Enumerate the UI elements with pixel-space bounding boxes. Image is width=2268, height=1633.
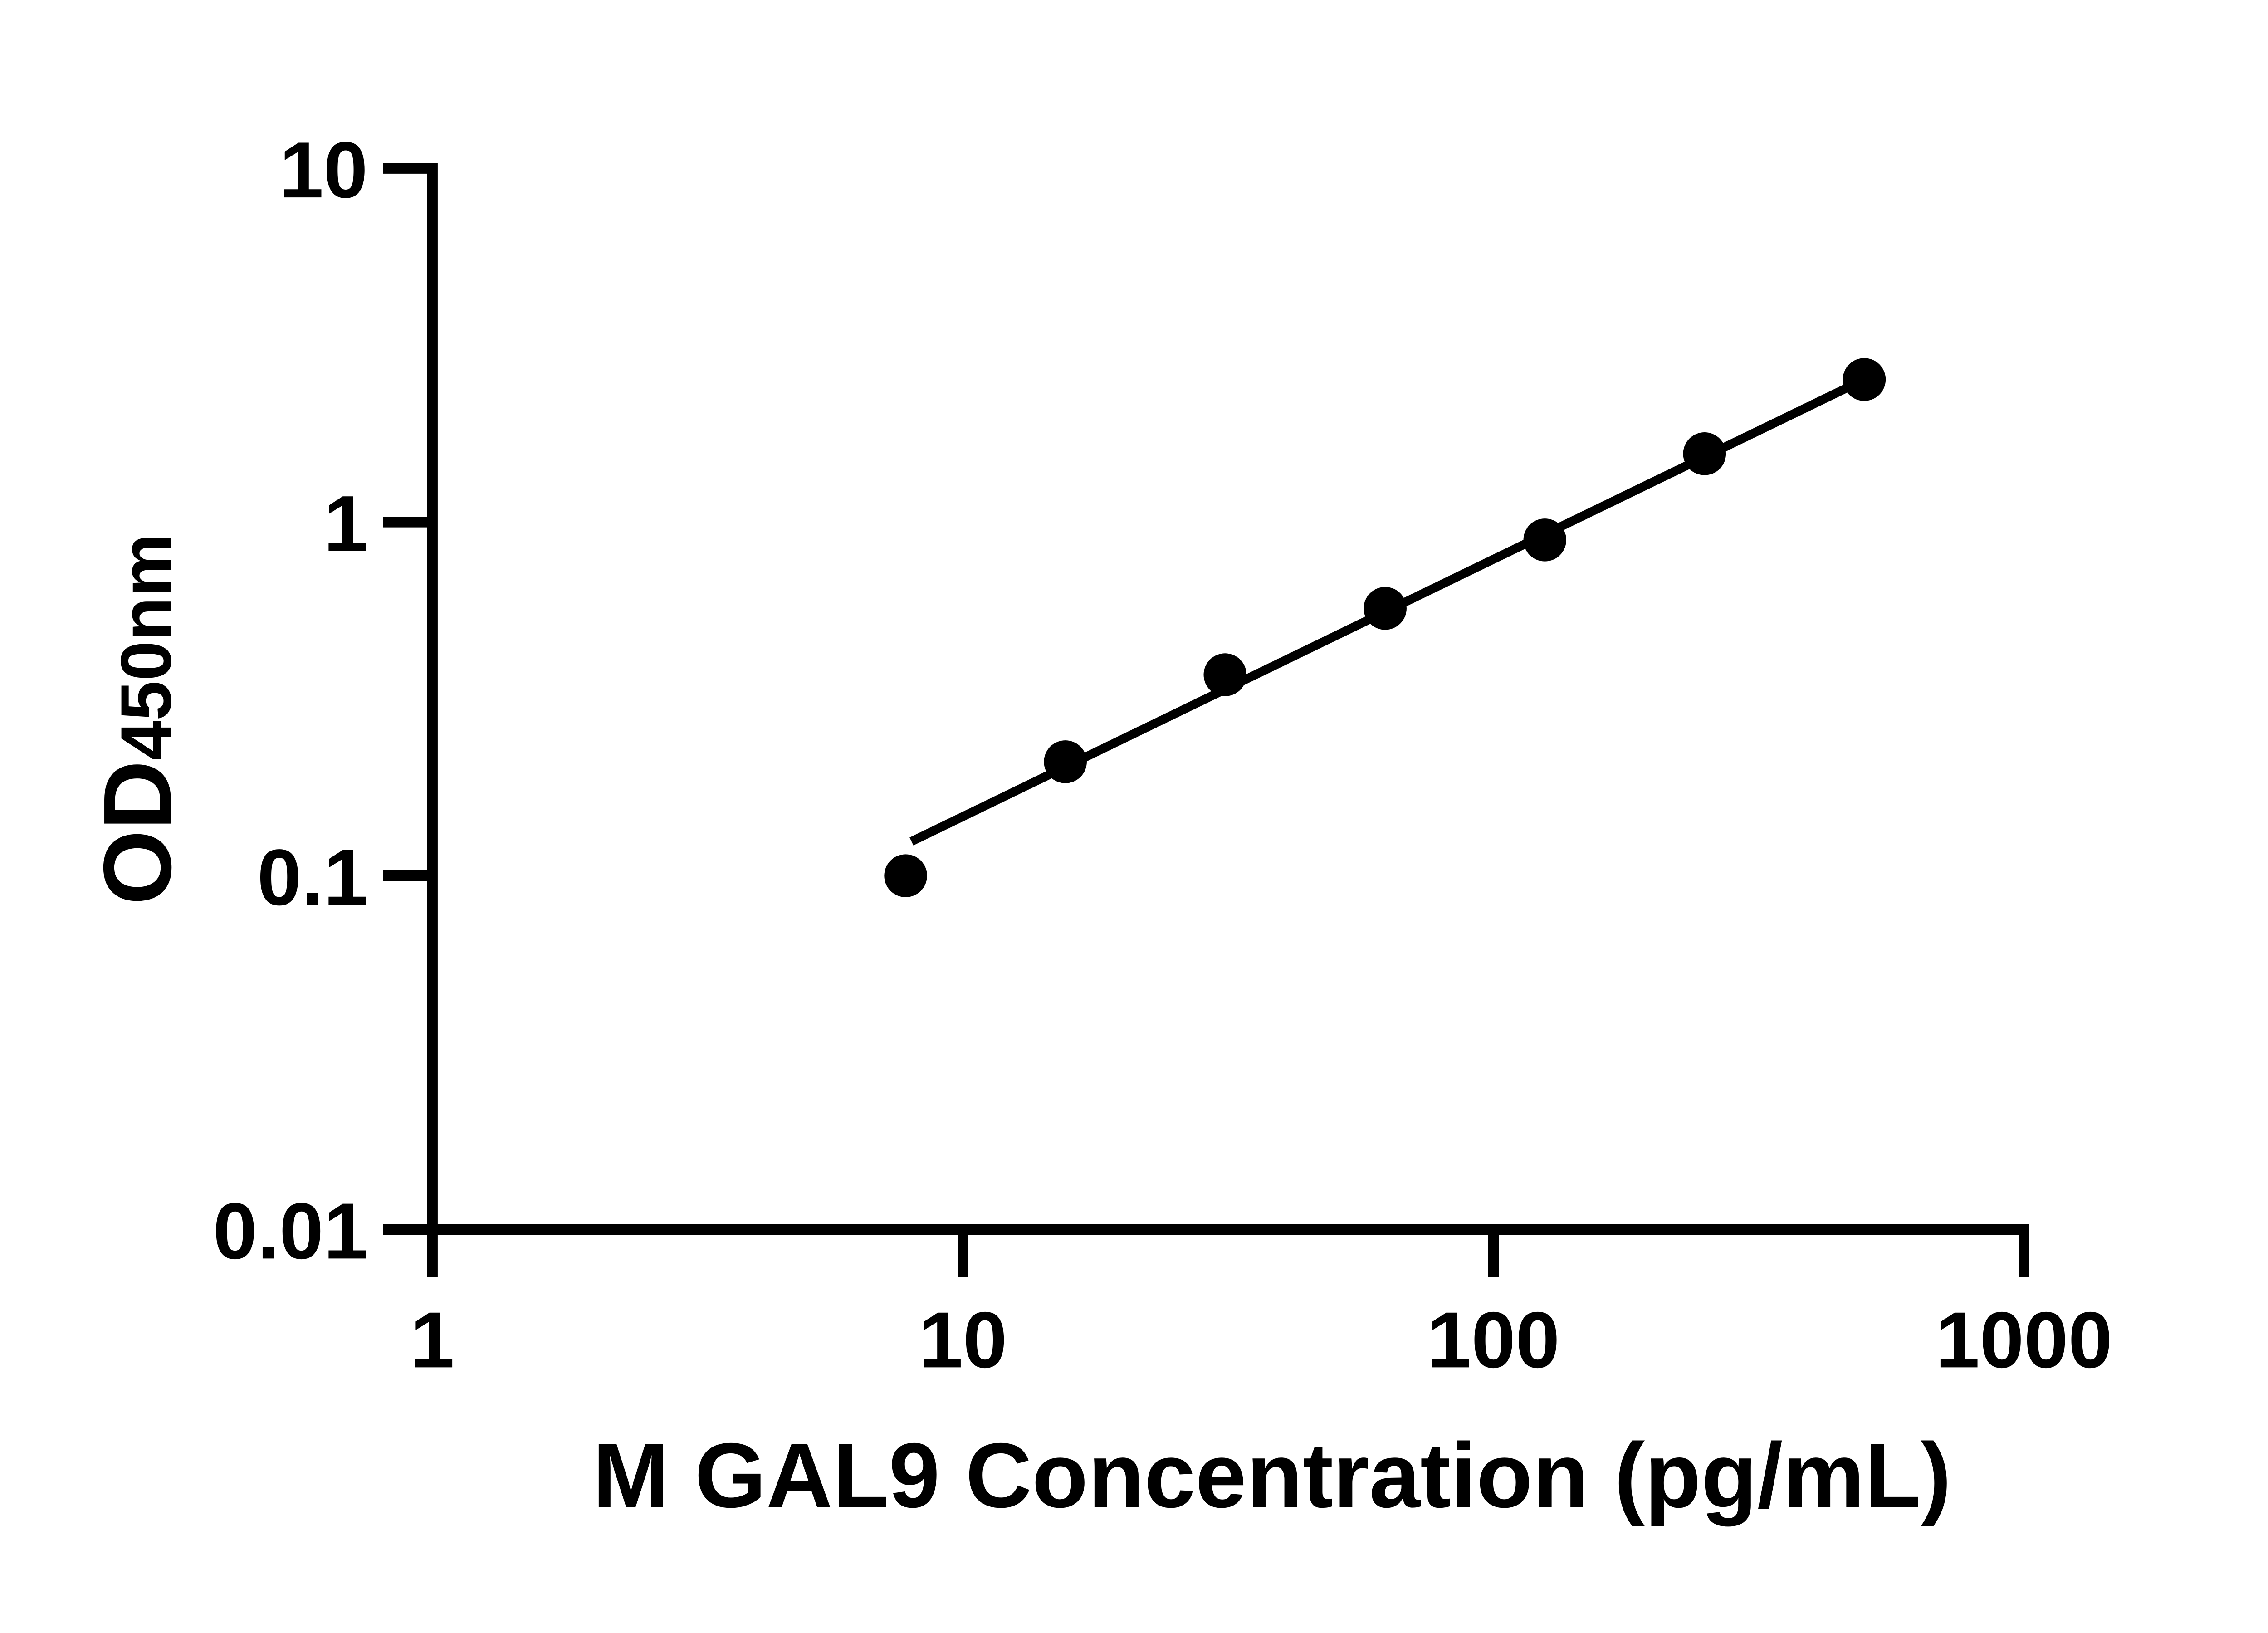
y-axis-title-main: OD xyxy=(84,760,191,905)
data-points xyxy=(884,358,1886,897)
data-point xyxy=(884,854,927,897)
data-point xyxy=(1843,358,1886,401)
y-tick-label: 0.1 xyxy=(257,833,368,922)
data-point xyxy=(1044,740,1087,783)
y-axis-title-subscript: 450nm xyxy=(106,533,186,760)
chart-background xyxy=(0,20,2268,1613)
x-tick-label: 10 xyxy=(919,1296,1007,1384)
data-point xyxy=(1364,587,1407,630)
x-tick-label: 100 xyxy=(1427,1296,1560,1384)
y-axis-title: OD450nm xyxy=(84,533,191,905)
data-point xyxy=(1203,653,1247,696)
data-point xyxy=(1683,432,1726,475)
data-point xyxy=(1523,518,1567,562)
y-tick-label: 10 xyxy=(279,126,368,215)
x-axis-ticks: 1 10 100 1000 xyxy=(410,1229,2112,1384)
x-tick-label: 1 xyxy=(410,1296,455,1384)
x-tick-label: 1000 xyxy=(1936,1296,2112,1384)
y-tick-label: 1 xyxy=(323,479,368,568)
y-axis-ticks: 10 1 0.1 0.01 xyxy=(213,126,433,1276)
y-tick-label: 0.01 xyxy=(213,1187,367,1276)
x-axis-title: M GAL9 Concentration (pg/mL) xyxy=(592,1423,1951,1526)
